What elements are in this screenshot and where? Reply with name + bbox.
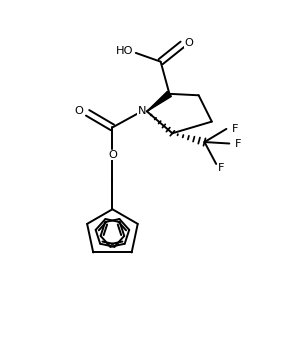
Polygon shape [147, 91, 171, 111]
Text: O: O [108, 150, 117, 160]
Text: HO: HO [115, 46, 133, 57]
Text: F: F [235, 139, 241, 148]
Text: N: N [137, 106, 146, 117]
Text: F: F [232, 124, 238, 134]
Text: O: O [184, 38, 193, 48]
Text: F: F [218, 163, 224, 174]
Text: O: O [74, 106, 83, 117]
